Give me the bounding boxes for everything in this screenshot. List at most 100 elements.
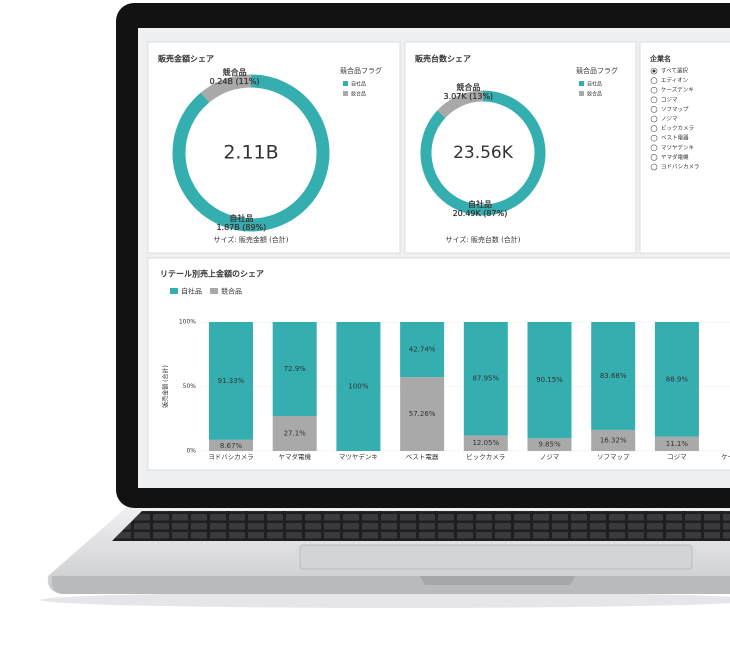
- x-tick-label: コジマ: [667, 453, 687, 461]
- value-label: 8.67%: [220, 442, 243, 450]
- filter-option: ノジマ: [661, 116, 678, 123]
- radio[interactable]: [650, 144, 658, 152]
- radio[interactable]: [650, 125, 658, 132]
- filter-option: コジマ: [661, 96, 678, 103]
- front-lip: [51, 576, 730, 594]
- y-axis-label: 販売金額 (合計): [162, 365, 170, 408]
- radio-dot: [652, 69, 656, 73]
- bar-segment: [654, 436, 699, 451]
- bar-segment: [591, 429, 636, 451]
- shadow: [40, 592, 730, 608]
- y-tick-label: 0%: [186, 448, 196, 455]
- panel: [404, 41, 637, 254]
- panel-title: 販売台数シェア: [415, 54, 471, 64]
- slice-label: 3.07K (13%): [444, 92, 494, 101]
- filter-title: 企業名: [649, 54, 671, 63]
- x-tick-label: ヤマダ電機: [278, 452, 311, 461]
- y-tick-label: 50%: [183, 383, 197, 390]
- legend-swatch: [343, 91, 348, 96]
- bar-segment: [400, 322, 445, 378]
- legend-label: 自社品: [351, 81, 366, 88]
- filter-option: ヨドバシカメラ: [661, 164, 700, 171]
- x-tick-label: ノジマ: [540, 453, 560, 461]
- value-label: 72.9%: [284, 365, 307, 373]
- bar-segment: [527, 438, 572, 451]
- trackpad: [299, 544, 693, 570]
- filter-option: ケーズデンキ: [661, 86, 694, 94]
- value-label: 16.32%: [600, 436, 627, 444]
- donut-slice: [420, 90, 546, 216]
- filter-option: ベスト電器: [661, 135, 689, 142]
- value-label: 42.74%: [409, 346, 436, 354]
- bar-segment: [654, 322, 699, 437]
- value-label: 83.68%: [600, 372, 627, 380]
- caption: サイズ: 販売金額 (合計): [213, 235, 288, 244]
- radio[interactable]: [650, 86, 658, 94]
- bar-segment: [463, 322, 508, 436]
- y-tick-label: 100%: [179, 319, 196, 326]
- bar-segment: [209, 322, 253, 440]
- bar-segment: [400, 377, 445, 451]
- radio[interactable]: [650, 77, 658, 84]
- slice-name: 競合品: [223, 67, 247, 77]
- filter-option: エディオン: [661, 76, 689, 84]
- x-tick-label: ヨドバシカメラ: [208, 453, 254, 461]
- value-label: 90.15%: [536, 376, 563, 384]
- value-label: 11.1%: [666, 440, 689, 448]
- legend-swatch: [579, 91, 584, 96]
- slice-name: 競合品: [456, 82, 480, 92]
- value-label: 87.95%: [472, 375, 499, 383]
- filter-option: マツヤデンキ: [661, 143, 694, 151]
- bar-segment: [527, 322, 572, 439]
- x-tick-label: マツヤデンキ: [339, 452, 378, 461]
- legend-title: 競合品フラグ: [340, 66, 382, 75]
- donut-center: 23.56K: [453, 143, 514, 163]
- bar-segment: [463, 435, 508, 451]
- filter-option: ビックカメラ: [661, 124, 694, 132]
- panel-title: 販売金額シェア: [158, 54, 214, 64]
- filter-option: すべて選択: [661, 67, 688, 75]
- legend-swatch: [579, 81, 584, 86]
- bar-segment: [591, 322, 636, 430]
- legend-label: 自社品: [181, 287, 202, 296]
- slice-label: 0.24B (11%): [210, 77, 260, 86]
- legend-label: 競合品: [587, 91, 602, 98]
- legend-label: 競合品: [351, 91, 366, 98]
- chart-title: リテール別売上金額のシェア: [160, 269, 264, 279]
- radio[interactable]: [650, 154, 658, 161]
- legend-swatch: [343, 81, 348, 86]
- legend-label: 競合品: [221, 287, 242, 296]
- x-tick-label: ベスト電器: [406, 453, 439, 461]
- slice-name: 自社品: [468, 199, 492, 209]
- value-label: 88.9%: [666, 375, 689, 383]
- donut-slice: [200, 74, 252, 103]
- value-label: 100%: [348, 383, 368, 391]
- x-tick-label: ビックカメラ: [466, 452, 505, 461]
- radio[interactable]: [650, 115, 658, 123]
- donut-center: 2.11B: [223, 142, 278, 164]
- bar-segment: [336, 322, 381, 451]
- legend-label: 自社品: [587, 81, 602, 88]
- legend-title: 競合品フラグ: [576, 66, 618, 75]
- x-tick-label: ソフマップ: [597, 453, 630, 461]
- x-tick-label: ケーズデンキ: [721, 452, 730, 461]
- radio[interactable]: [650, 163, 658, 171]
- value-label: 91.33%: [218, 377, 245, 385]
- value-label: 12.05%: [472, 439, 499, 447]
- slice-label: 1.87B (89%): [216, 223, 266, 232]
- filter-option: ヤマダ電機: [661, 153, 689, 161]
- legend-swatch: [170, 288, 178, 294]
- donut-slice: [172, 74, 330, 232]
- radio[interactable]: [650, 106, 658, 113]
- value-label: 27.1%: [284, 430, 307, 438]
- radio[interactable]: [650, 134, 658, 142]
- bar-segment: [272, 416, 317, 451]
- radio[interactable]: [650, 96, 658, 104]
- legend-swatch: [210, 288, 218, 294]
- donut-slice: [437, 90, 484, 118]
- bar-segment: [209, 439, 253, 451]
- bar-segment: [272, 322, 317, 417]
